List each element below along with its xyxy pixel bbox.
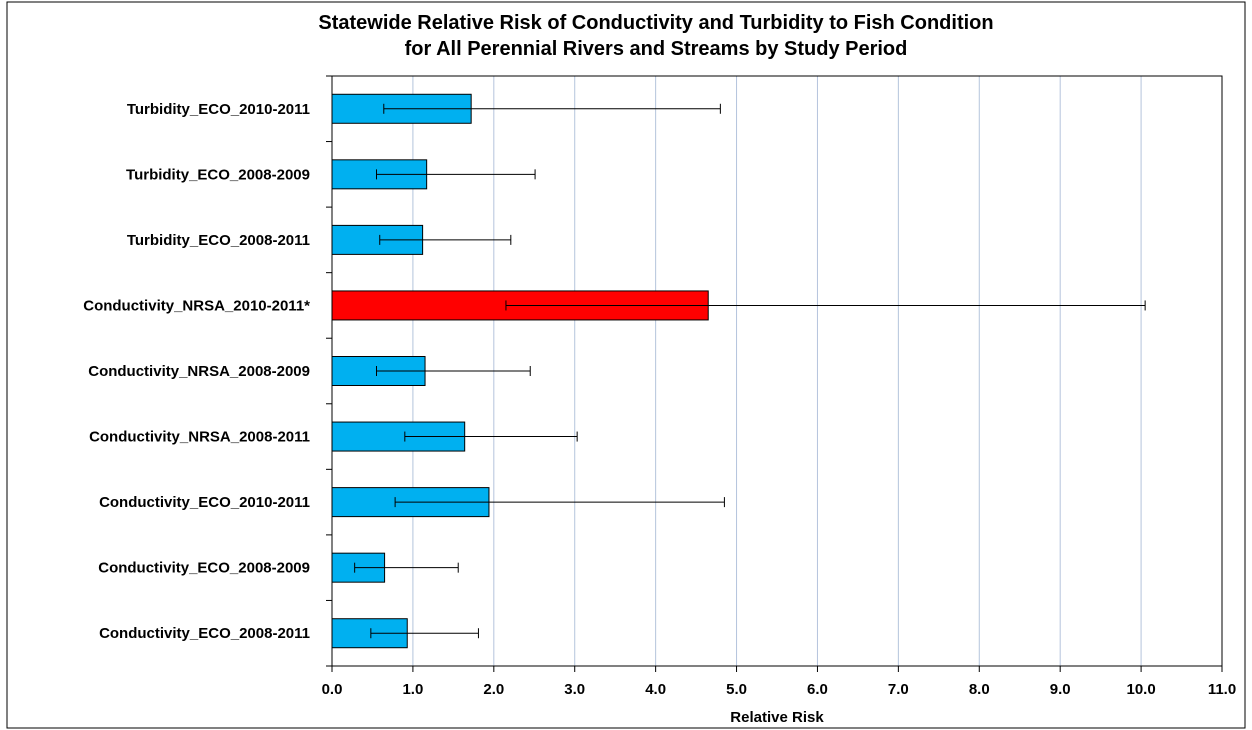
x-tick-label: 7.0: [888, 681, 909, 698]
plot-border: [331, 75, 1223, 667]
error-bars: [354, 103, 1146, 639]
x-tick-label: 9.0: [1050, 681, 1071, 698]
x-tick-label: 1.0: [402, 681, 423, 698]
category-label: Turbidity_ECO_2008-2009: [126, 166, 310, 183]
x-tick-label: 11.0: [1208, 681, 1236, 698]
x-axis-title: Relative Risk: [730, 709, 824, 726]
category-label: Turbidity_ECO_2010-2011: [127, 101, 310, 118]
x-tick-label: 2.0: [483, 681, 504, 698]
grid-lines: [412, 76, 1142, 666]
category-label: Conductivity_ECO_2008-2009: [98, 560, 310, 577]
category-label: Conductivity_NRSA_2010-2011*: [83, 297, 310, 314]
x-tick-label: 8.0: [969, 681, 990, 698]
chart-subtitle: for All Perennial Rivers and Streams by …: [405, 38, 908, 60]
x-tick-label: 5.0: [726, 681, 747, 698]
y-axis-ticks: [326, 75, 332, 667]
category-label: Conductivity_ECO_2008-2011: [99, 625, 310, 642]
x-tick-label: 10.0: [1126, 681, 1155, 698]
x-axis-ticks: 0.0 1.0 2.0 3.0 4.0 5.0 6.0 7.0 8.0 9.0 10.0 11.0: [322, 666, 1236, 698]
category-label: Conductivity_NRSA_2008-2009: [88, 363, 310, 380]
category-label: Conductivity_NRSA_2008-2011: [89, 429, 310, 446]
x-tick-label: 4.0: [645, 681, 666, 698]
category-label: Turbidity_ECO_2008-2011: [127, 232, 310, 249]
x-tick-label: 6.0: [807, 681, 828, 698]
x-tick-label: 0.0: [322, 681, 343, 698]
x-tick-label: 3.0: [564, 681, 585, 698]
y-axis-labels: Turbidity_ECO_2010-2011 Turbidity_ECO_200…: [83, 101, 310, 642]
chart-title: Statewide Relative Risk of Conductivity …: [318, 12, 993, 34]
category-label: Conductivity_ECO_2010-2011: [99, 494, 310, 511]
